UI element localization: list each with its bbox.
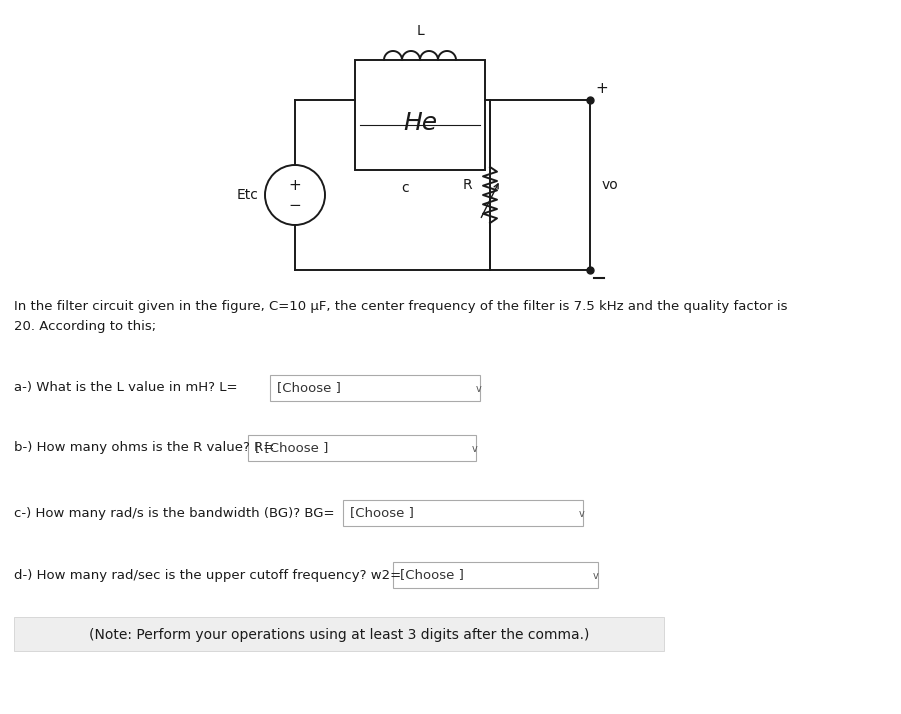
Text: L: L (416, 24, 423, 38)
Text: He: He (403, 111, 437, 135)
Text: (Note: Perform your operations using at least 3 digits after the comma.): (Note: Perform your operations using at … (89, 628, 589, 642)
Text: [Choose ]: [Choose ] (350, 506, 414, 520)
Text: +: + (595, 81, 608, 96)
Text: c-) How many rad/s is the bandwidth (BG)? BG=: c-) How many rad/s is the bandwidth (BG)… (14, 506, 334, 520)
Text: +: + (288, 178, 301, 193)
Text: [Choose ]: [Choose ] (400, 568, 464, 581)
Text: v: v (472, 444, 478, 454)
Text: −: − (288, 198, 301, 213)
Text: c: c (401, 181, 409, 195)
Text: d-) How many rad/sec is the upper cutoff frequency? w2=: d-) How many rad/sec is the upper cutoff… (14, 568, 401, 581)
Text: 20. According to this;: 20. According to this; (14, 320, 156, 333)
Text: Etc: Etc (237, 188, 259, 202)
FancyBboxPatch shape (14, 617, 664, 651)
Text: R: R (462, 178, 472, 192)
Text: v: v (579, 509, 585, 519)
FancyBboxPatch shape (343, 500, 583, 526)
Text: v: v (476, 384, 482, 394)
Text: [ [Choose ]: [ [Choose ] (255, 441, 328, 455)
Text: v: v (593, 571, 599, 581)
Text: In the filter circuit given in the figure, C=10 µF, the center frequency of the : In the filter circuit given in the figur… (14, 300, 787, 313)
FancyBboxPatch shape (393, 562, 598, 588)
Bar (355, 60, 485, 170)
Text: [Choose ]: [Choose ] (277, 381, 341, 395)
FancyBboxPatch shape (248, 435, 476, 461)
Text: b-) How many ohms is the R value? R=: b-) How many ohms is the R value? R= (14, 441, 274, 455)
Text: vo: vo (602, 178, 619, 192)
FancyBboxPatch shape (270, 375, 480, 401)
Text: a-) What is the L value in mH? L=: a-) What is the L value in mH? L= (14, 381, 238, 395)
